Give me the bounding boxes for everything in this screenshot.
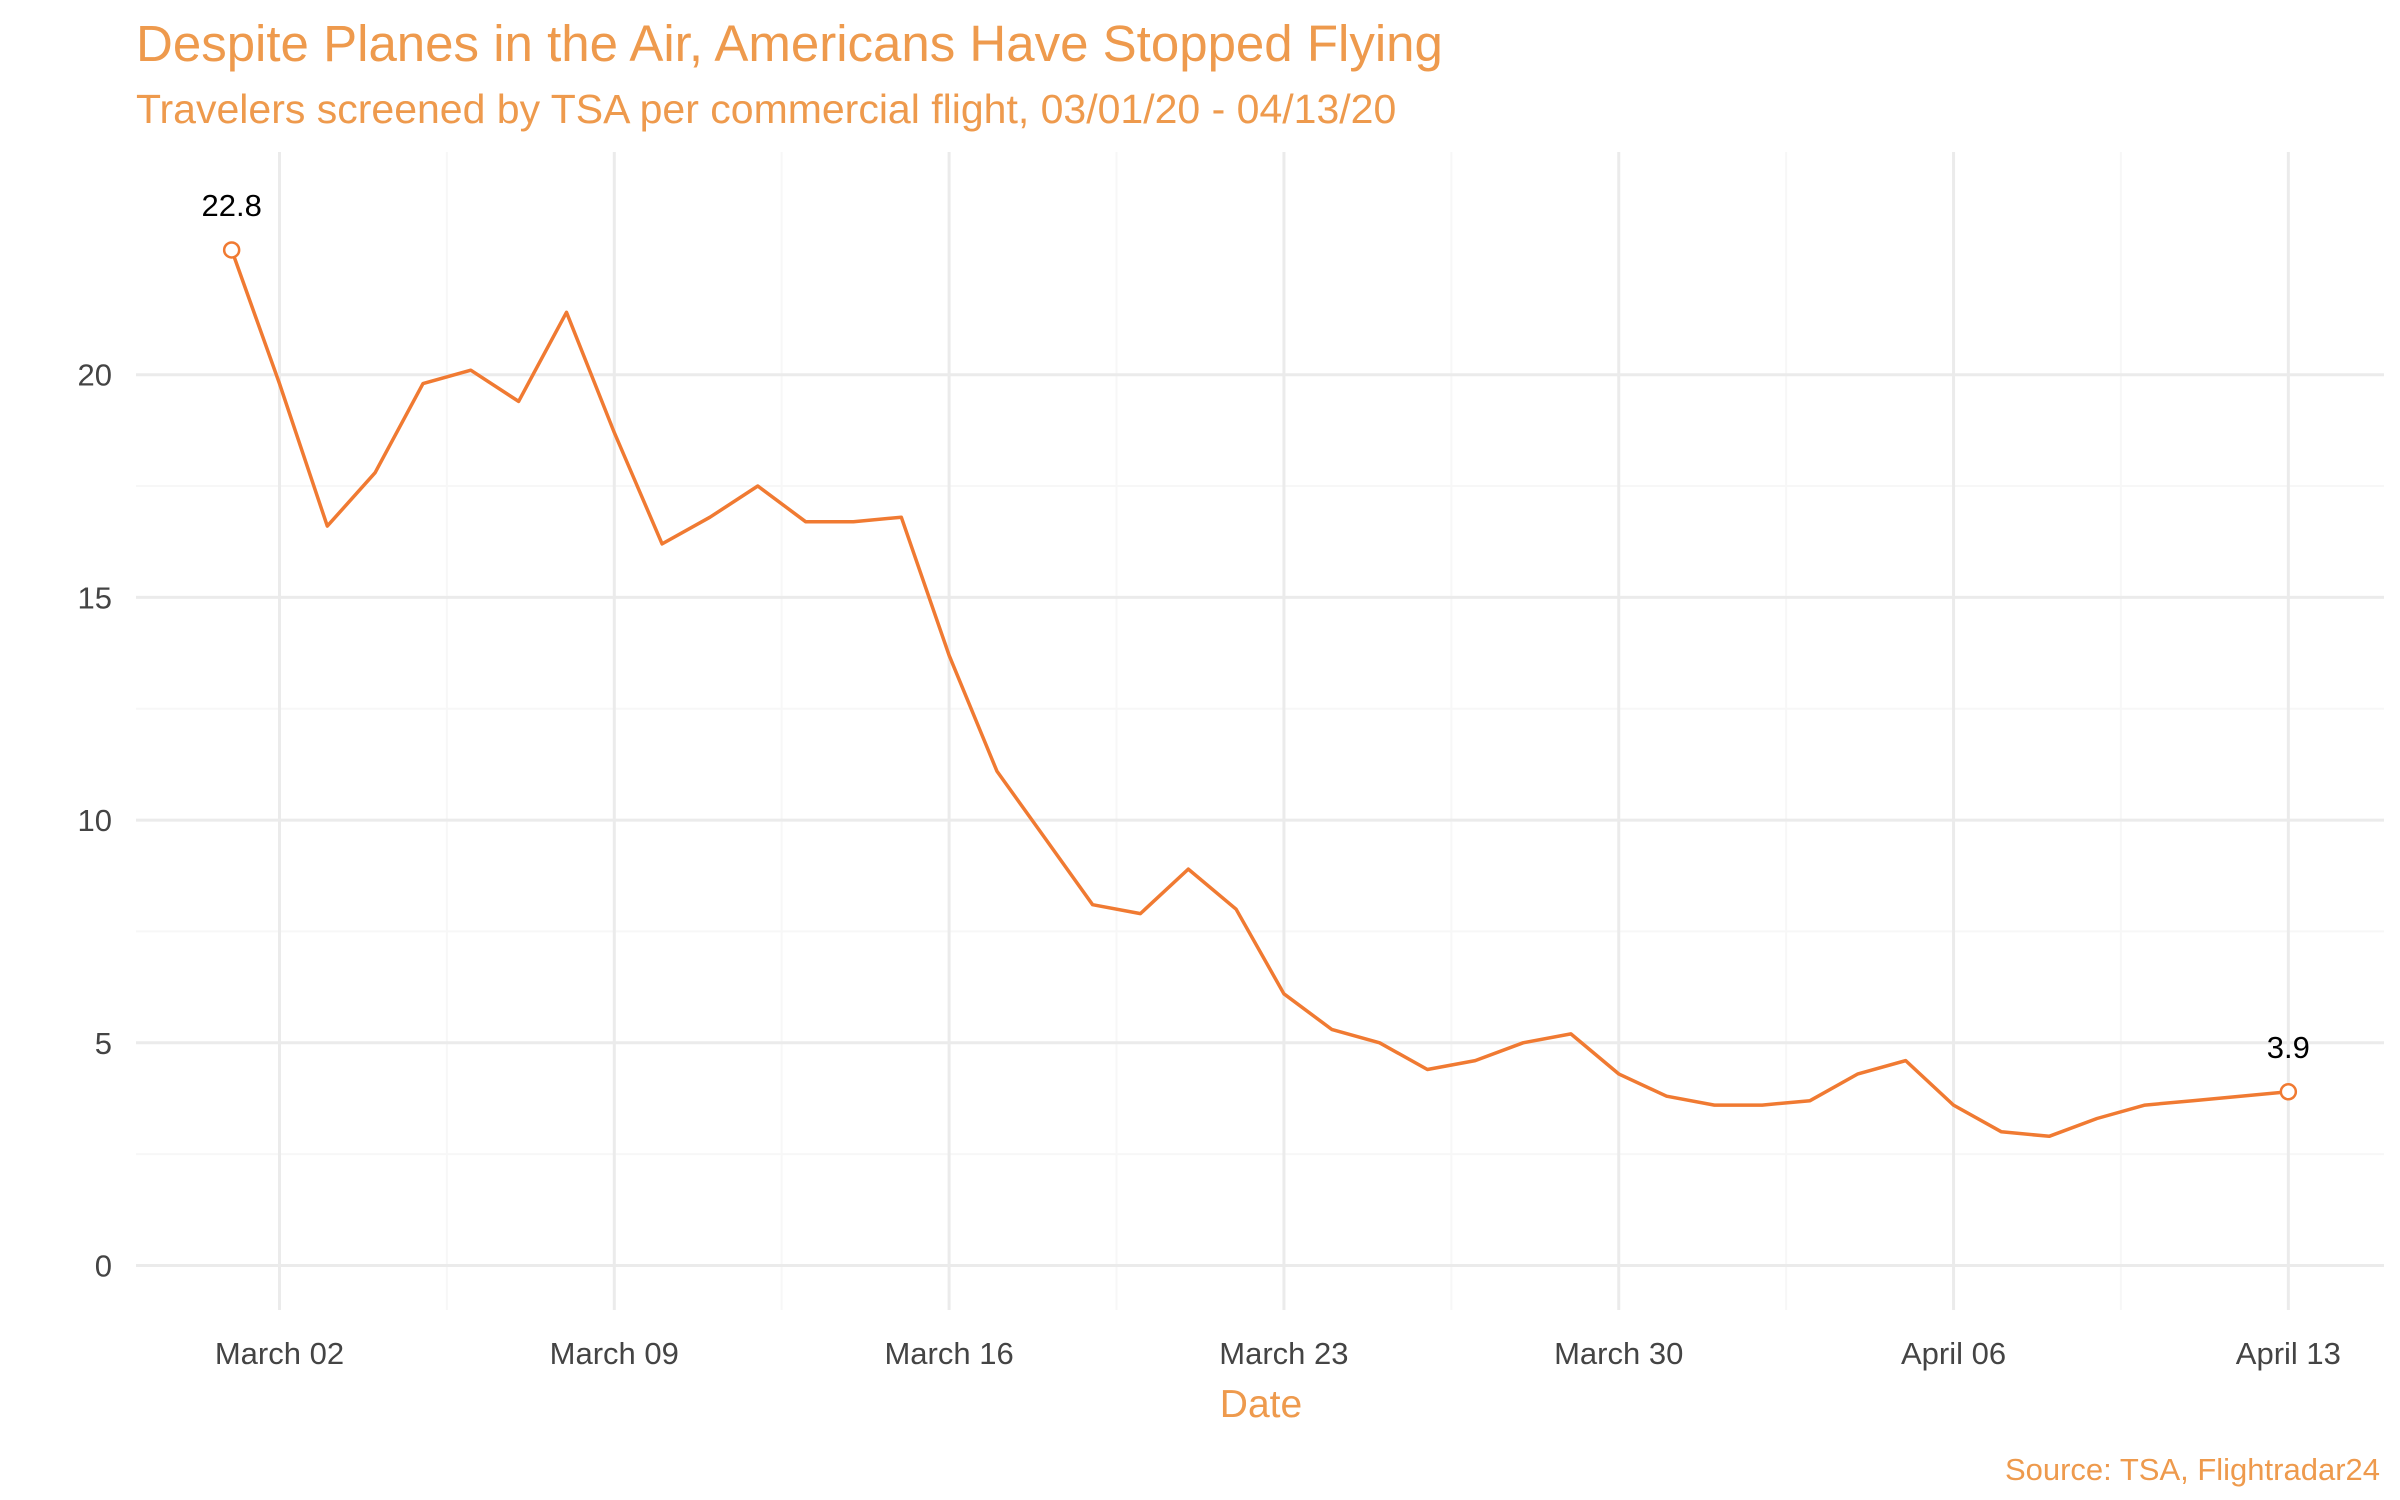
- y-tick-label: 15: [78, 580, 112, 615]
- chart-title: Despite Planes in the Air, Americans Hav…: [136, 15, 1443, 72]
- y-tick-label: 10: [78, 803, 112, 838]
- data-label: 22.8: [201, 188, 261, 223]
- y-tick-label: 0: [95, 1248, 112, 1283]
- x-tick-label: March 30: [1554, 1336, 1683, 1371]
- x-tick-label: April 06: [1901, 1336, 2006, 1371]
- series-line: [229, 248, 2291, 1139]
- y-tick-label: 20: [78, 358, 112, 393]
- x-tick-label: March 23: [1219, 1336, 1348, 1371]
- x-tick-label: April 13: [2236, 1336, 2341, 1371]
- x-tick-label: March 09: [550, 1336, 679, 1371]
- data-label: 3.9: [2267, 1030, 2310, 1065]
- source-caption: Source: TSA, Flightradar24: [2004, 1452, 2380, 1487]
- major-gridlines: [136, 152, 2384, 1310]
- x-tick-label: March 16: [884, 1336, 1013, 1371]
- chart-subtitle: Travelers screened by TSA per commercial…: [136, 86, 1397, 132]
- series-layer: [229, 248, 2291, 1139]
- x-tick-label: March 02: [215, 1336, 344, 1371]
- x-axis-title: Date: [1220, 1383, 1302, 1426]
- endpoint-marker: [2279, 1083, 2298, 1101]
- x-axis-tick-labels: March 02 March 09 March 16 March 23 March 30…: [215, 1336, 2341, 1371]
- minor-gridlines: [136, 152, 2384, 1310]
- annotation-layer: 22.8 3.9: [201, 188, 2310, 1101]
- endpoint-marker: [222, 241, 241, 259]
- y-axis-tick-labels: 0 5 10 15 20: [78, 358, 112, 1284]
- y-tick-label: 5: [95, 1026, 112, 1061]
